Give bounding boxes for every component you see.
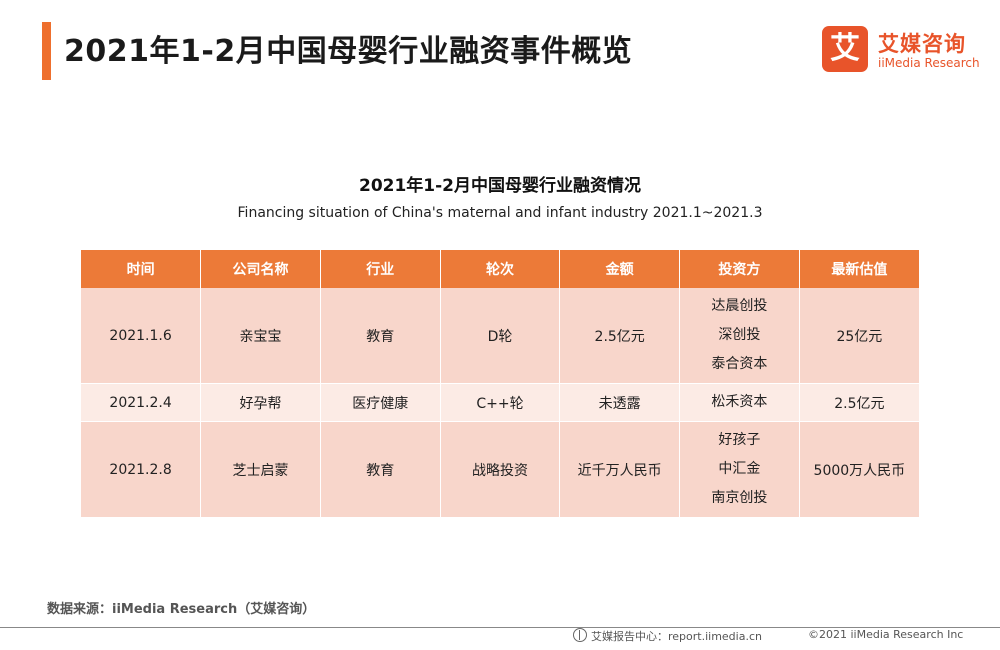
- cell-round: C++轮: [440, 383, 561, 422]
- footer-report-center[interactable]: 艾媒报告中心：report.iimedia.cn: [573, 628, 762, 644]
- cell-company: 芝士启蒙: [200, 421, 321, 518]
- table-row: 2021.2.8 芝士启蒙 教育 战略投资 近千万人民币 好孩子 中汇金 南京创…: [81, 421, 919, 518]
- column-header-round: 轮次: [440, 250, 561, 288]
- table-header-row: 时间 公司名称 行业 轮次 金额 投资方 最新估值: [81, 250, 919, 288]
- cell-amount: 近千万人民币: [559, 421, 681, 518]
- page-title: 2021年1-2月中国母婴行业融资事件概览: [64, 34, 633, 69]
- cell-amount: 未透露: [559, 383, 681, 422]
- investor-name: 达晨创投: [711, 298, 768, 314]
- investor-name: 南京创投: [711, 490, 768, 506]
- logo-name-cn: 艾媒咨询: [878, 32, 966, 56]
- data-source-note: 数据来源：iiMedia Research（艾媒咨询）: [47, 602, 316, 617]
- column-header-industry: 行业: [320, 250, 441, 288]
- table-row: 2021.2.4 好孕帮 医疗健康 C++轮 未透露 松禾资本 2.5亿元: [81, 383, 919, 422]
- footer-copyright: ©2021 iiMedia Research Inc: [808, 628, 964, 641]
- table-subtitle: Financing situation of China's maternal …: [237, 205, 763, 221]
- title-accent-bar: [42, 22, 51, 80]
- cell-company: 亲宝宝: [200, 288, 321, 384]
- cell-valuation: 25亿元: [799, 288, 919, 384]
- cell-valuation: 5000万人民币: [799, 421, 919, 518]
- table-row: 2021.1.6 亲宝宝 教育 D轮 2.5亿元 达晨创投 深创投 泰合资本 2…: [81, 288, 919, 384]
- cell-round: 战略投资: [440, 421, 561, 518]
- brand-logo: 艾 艾媒咨询 iiMedia Research: [822, 26, 987, 76]
- column-header-date: 时间: [81, 250, 202, 288]
- column-header-amount: 金额: [559, 250, 681, 288]
- cell-investors: 松禾资本: [679, 383, 800, 422]
- cell-date: 2021.2.4: [81, 383, 202, 422]
- investor-name: 泰合资本: [711, 356, 768, 372]
- cell-industry: 医疗健康: [320, 383, 441, 422]
- logo-name-en: iiMedia Research: [878, 56, 980, 70]
- column-header-valuation: 最新估值: [799, 250, 919, 288]
- financing-table: 时间 公司名称 行业 轮次 金额 投资方 最新估值 2021.1.6 亲宝宝 教…: [81, 250, 919, 518]
- table-title: 2021年1-2月中国母婴行业融资情况: [358, 176, 642, 196]
- cell-company: 好孕帮: [200, 383, 321, 422]
- cell-industry: 教育: [320, 288, 441, 384]
- cell-date: 2021.2.8: [81, 421, 202, 518]
- cell-investors: 好孩子 中汇金 南京创投: [679, 421, 800, 518]
- globe-icon: [573, 628, 587, 642]
- logo-mark-icon: 艾: [822, 26, 868, 72]
- footer-report-center-text: 艾媒报告中心：report.iimedia.cn: [591, 630, 762, 643]
- cell-investors: 达晨创投 深创投 泰合资本: [679, 288, 800, 384]
- column-header-company: 公司名称: [200, 250, 321, 288]
- investor-name: 松禾资本: [711, 394, 768, 410]
- cell-amount: 2.5亿元: [559, 288, 681, 384]
- investor-name: 中汇金: [718, 461, 761, 477]
- cell-round: D轮: [440, 288, 561, 384]
- cell-valuation: 2.5亿元: [799, 383, 919, 422]
- cell-industry: 教育: [320, 421, 441, 518]
- investor-name: 深创投: [718, 327, 761, 343]
- column-header-investors: 投资方: [679, 250, 800, 288]
- footer-divider: [0, 627, 1000, 628]
- cell-date: 2021.1.6: [81, 288, 202, 384]
- investor-name: 好孩子: [718, 432, 761, 448]
